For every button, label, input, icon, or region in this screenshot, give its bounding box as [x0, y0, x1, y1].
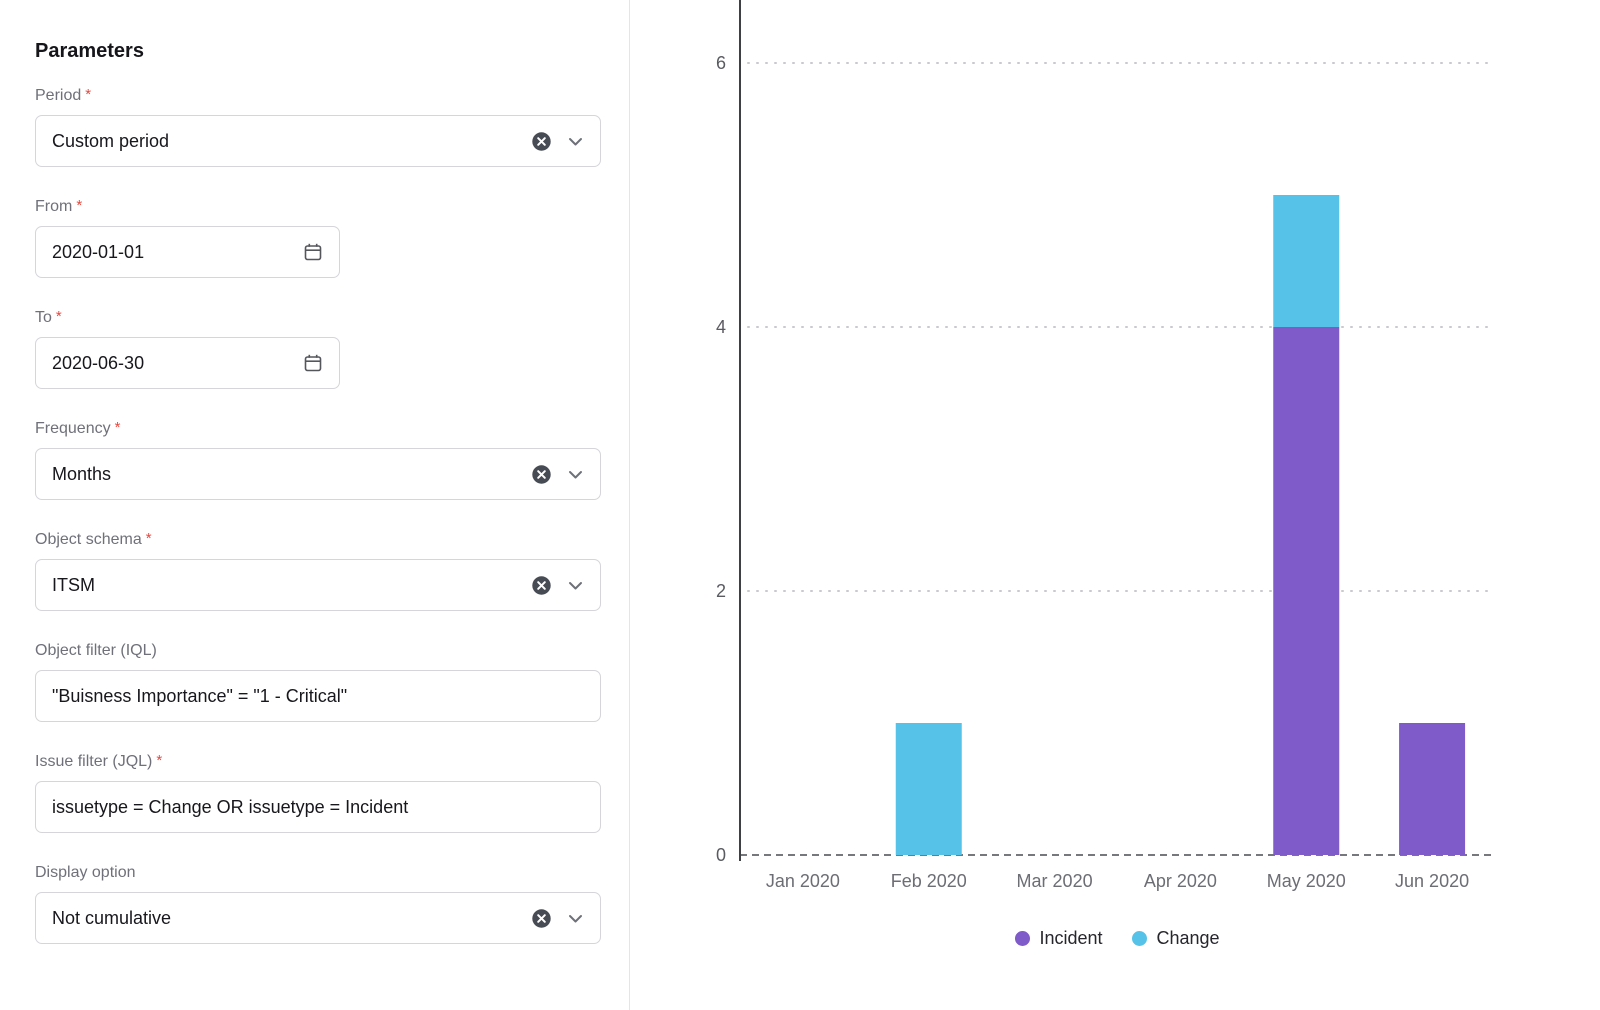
clear-icon[interactable]: [531, 575, 552, 596]
calendar-icon[interactable]: [303, 353, 323, 373]
field-frequency: Frequency * Months: [35, 419, 601, 500]
x-tick-label: Jan 2020: [766, 871, 840, 891]
field-object-schema: Object schema * ITSM: [35, 530, 601, 611]
chart-legend: Incident Change: [740, 928, 1495, 949]
x-tick-label: Feb 2020: [891, 871, 967, 891]
from-date-control: [35, 226, 340, 278]
calendar-icon[interactable]: [303, 242, 323, 262]
field-from: From *: [35, 197, 601, 278]
required-marker: *: [85, 86, 92, 103]
chart-panel: 0 2 4 6 Jan 2020 Feb 2020 Mar 2020 Apr 2020 May …: [630, 0, 1600, 1010]
required-marker: *: [145, 530, 152, 547]
object-filter-input[interactable]: [52, 685, 584, 707]
y-tick-label: 0: [716, 845, 726, 865]
display-option-label: Display option*: [35, 864, 136, 881]
field-to: To *: [35, 308, 601, 389]
y-tick-label: 2: [716, 581, 726, 601]
required-marker: *: [76, 197, 83, 214]
frequency-select[interactable]: Months: [35, 448, 601, 500]
field-period: Period * Custom period: [35, 86, 601, 167]
y-tick-label: 6: [716, 53, 726, 73]
to-date-input[interactable]: [52, 352, 303, 374]
bar-segment-change[interactable]: [1273, 195, 1340, 327]
required-marker: *: [55, 308, 62, 325]
legend-item-change[interactable]: Change: [1132, 928, 1220, 949]
from-date-input[interactable]: [52, 241, 303, 263]
clear-icon[interactable]: [531, 908, 552, 929]
period-select[interactable]: Custom period: [35, 115, 601, 167]
period-selected-value: Custom period: [52, 130, 170, 151]
x-tick-label: May 2020: [1267, 871, 1346, 891]
display-option-selected-value: Not cumulative: [52, 907, 172, 928]
required-marker: *: [114, 419, 121, 436]
x-tick-label: Jun 2020: [1395, 871, 1469, 891]
clear-icon[interactable]: [531, 464, 552, 485]
chevron-down-icon[interactable]: [567, 910, 584, 927]
object-schema-selected-value: ITSM: [52, 574, 95, 595]
legend-label: Change: [1156, 928, 1220, 948]
display-option-select[interactable]: Not cumulative: [35, 892, 601, 944]
field-issue-filter: Issue filter (JQL) *: [35, 752, 601, 833]
chevron-down-icon[interactable]: [567, 577, 584, 594]
issue-filter-control: [35, 781, 601, 833]
object-filter-control: [35, 670, 601, 722]
object-schema-label: Object schema *: [35, 530, 152, 548]
panel-title: Parameters: [35, 40, 144, 62]
from-label: From *: [35, 197, 83, 215]
bar-segment-incident[interactable]: [1273, 327, 1340, 855]
clear-icon[interactable]: [531, 131, 552, 152]
legend-item-incident[interactable]: Incident: [1015, 928, 1102, 949]
chevron-down-icon[interactable]: [567, 466, 584, 483]
object-schema-select[interactable]: ITSM: [35, 559, 601, 611]
x-tick-label: Apr 2020: [1144, 871, 1217, 891]
issue-filter-label: Issue filter (JQL) *: [35, 752, 163, 770]
frequency-selected-value: Months: [52, 463, 112, 484]
to-label: To *: [35, 308, 62, 326]
y-tick-label: 4: [716, 317, 726, 337]
parameters-panel: Parameters Period * Custom period From *: [0, 0, 630, 1010]
legend-label: Incident: [1039, 928, 1103, 948]
legend-dot: [1015, 931, 1031, 946]
legend-dot: [1132, 931, 1148, 946]
bar-segment-incident[interactable]: [1399, 723, 1466, 855]
chevron-down-icon[interactable]: [567, 133, 584, 150]
required-marker: *: [156, 752, 163, 769]
issue-filter-input[interactable]: [52, 796, 584, 818]
field-object-filter: Object filter (IQL)*: [35, 642, 601, 722]
field-display-option: Display option* Not cumulative: [35, 864, 601, 944]
period-label: Period *: [35, 86, 92, 104]
frequency-label: Frequency *: [35, 419, 121, 437]
x-tick-label: Mar 2020: [1017, 871, 1093, 891]
bar-segment-change[interactable]: [895, 723, 962, 855]
chart-svg: 0 2 4 6 Jan 2020 Feb 2020 Mar 2020 Apr 2020 May …: [716, 0, 1496, 891]
object-filter-label: Object filter (IQL)*: [35, 642, 157, 659]
to-date-control: [35, 337, 340, 389]
